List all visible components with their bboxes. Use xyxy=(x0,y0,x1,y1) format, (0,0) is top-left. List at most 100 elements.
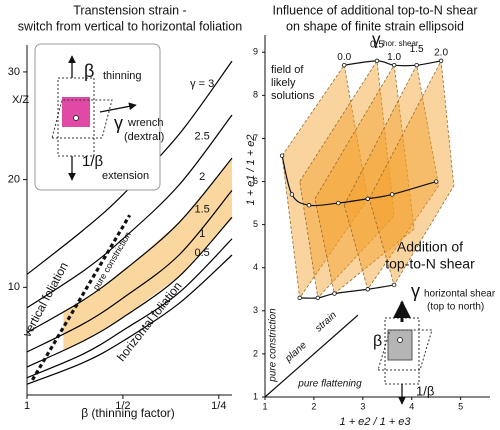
curve xyxy=(26,190,233,353)
x-axis-label: 1 + e2 / 1 + e3 xyxy=(340,416,412,428)
legend-title: γ xyxy=(372,29,381,48)
x-tick-label: 4 xyxy=(409,401,414,411)
curve-label: 2 xyxy=(199,171,205,183)
solution-point xyxy=(389,192,395,197)
curve xyxy=(26,60,233,275)
chart-title: Influence of additional top-to-N shear xyxy=(273,3,478,17)
solution-point xyxy=(306,203,312,208)
solution-point xyxy=(391,62,397,68)
solution-point xyxy=(414,62,419,68)
chart-title: Transtension strain - xyxy=(73,3,186,17)
curve-label: 1.5 xyxy=(195,203,210,215)
y-axis-label: X/Z xyxy=(12,94,29,106)
annotation: solutions xyxy=(271,90,315,102)
annotation: likely xyxy=(271,77,296,89)
x-tick-label: 5 xyxy=(458,401,463,411)
inset-box xyxy=(34,43,161,191)
inset-block xyxy=(387,329,413,361)
curve xyxy=(26,114,233,309)
solution-field xyxy=(314,63,415,295)
inset-label: thinning xyxy=(103,70,142,82)
legend-title: hor. shear xyxy=(383,39,419,48)
solution-point xyxy=(365,287,370,292)
annotation: field of xyxy=(271,64,304,76)
solution-point xyxy=(365,196,370,201)
x-tick-label: 3 xyxy=(360,401,365,411)
x-tick-label: 1/4 xyxy=(211,400,226,412)
annotation: pure constriction xyxy=(268,308,279,383)
solution-point xyxy=(433,179,439,184)
solution-curve xyxy=(299,284,395,299)
inset-label: extension xyxy=(102,170,149,182)
inset-point xyxy=(397,337,403,343)
solution-field xyxy=(299,59,395,299)
y-tick-label: 20 xyxy=(8,174,20,186)
solution-point xyxy=(374,58,380,64)
x-tick-label: 2 xyxy=(311,401,316,411)
legend-label: 0.5 xyxy=(370,39,384,50)
legend-label: 2.0 xyxy=(434,47,448,58)
curve-label: 0.5 xyxy=(195,247,210,259)
solution-point xyxy=(391,282,397,288)
solution-field xyxy=(343,63,440,291)
inset-label: 1/β xyxy=(82,153,104,170)
inset-label: β xyxy=(373,333,382,350)
annotation: Addition of xyxy=(397,239,463,255)
solution-point xyxy=(297,295,302,301)
annotation: strain xyxy=(313,310,339,335)
inset-label: γ xyxy=(411,281,420,301)
legend-label: 1.0 xyxy=(387,52,401,63)
inset-label: horizontal shear xyxy=(424,289,496,300)
solution-point xyxy=(342,62,347,68)
curve-label: 2.5 xyxy=(195,130,210,142)
y-axis-label: 1 + e1 / 1 + e2 xyxy=(245,135,257,206)
y-tick-label: 8 xyxy=(253,90,258,100)
x-tick-label: 1/2 xyxy=(115,400,130,412)
shaded-band xyxy=(63,158,233,351)
y-tick-label: 6 xyxy=(253,176,258,186)
curve-label: γ = 3 xyxy=(190,78,214,90)
y-tick-label: 2 xyxy=(253,348,258,358)
y-tick-label: 3 xyxy=(253,305,258,315)
solution-point xyxy=(279,153,285,158)
y-tick-label: 9 xyxy=(253,47,258,57)
curve xyxy=(26,254,233,385)
plane-strain-line xyxy=(264,314,359,398)
right-inset: γ horizontal shear (top to north) β 1/β xyxy=(373,281,496,405)
inset-shear xyxy=(377,329,433,371)
curve xyxy=(26,238,233,379)
x-tick-label: 1 xyxy=(262,401,267,411)
x-tick-label: 1 xyxy=(24,400,30,412)
legend-label: 1.5 xyxy=(410,44,424,55)
x-axis-label: β (thinning factor) xyxy=(81,406,175,420)
inset-label: wrench xyxy=(127,117,163,129)
inset-point xyxy=(73,115,79,121)
y-tick-label: 4 xyxy=(253,262,258,272)
constriction-line xyxy=(31,214,132,381)
solution-point xyxy=(289,192,295,197)
inset-label: (dextral) xyxy=(124,131,164,143)
inset-label: 1/β xyxy=(416,383,434,398)
y-tick-label: 7 xyxy=(253,133,258,143)
solution-point xyxy=(336,200,341,206)
inset-label: γ xyxy=(114,113,123,133)
y-tick-label: 10 xyxy=(8,281,20,293)
inset-label: β xyxy=(84,61,94,81)
solution-point xyxy=(332,291,337,296)
annotation: pure flattening xyxy=(297,379,362,390)
curve-label: 1 xyxy=(199,228,205,240)
solution-point xyxy=(438,58,444,64)
inset-shear xyxy=(51,99,113,139)
legend-label: 0.0 xyxy=(337,52,351,63)
left-inset: β thinning γ wrench (dextral) 1/β extens… xyxy=(34,43,164,191)
annotation: top-to-N shear xyxy=(385,256,475,272)
inset-block xyxy=(62,97,90,127)
inset-label: (top to north) xyxy=(427,302,484,313)
chart-title: on shape of finite strain ellipsoid xyxy=(286,19,464,33)
arrow xyxy=(99,102,137,113)
y-tick-label: 30 xyxy=(8,66,20,78)
y-tick-label: 5 xyxy=(253,219,258,229)
chart-title: switch from vertical to horizontal folia… xyxy=(18,19,242,33)
solution-field xyxy=(368,59,455,286)
